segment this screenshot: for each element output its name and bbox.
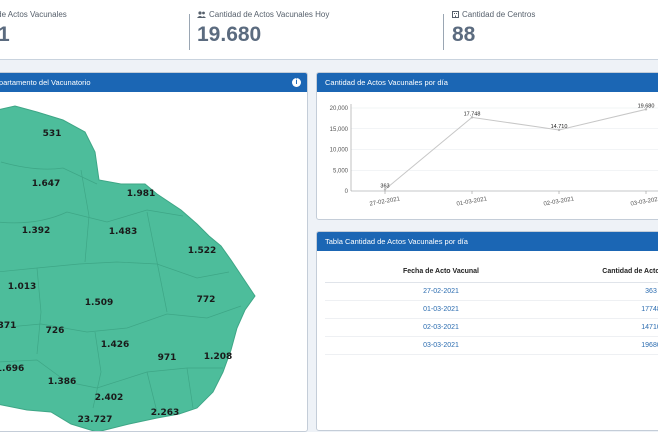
- building-icon: [452, 11, 459, 18]
- department-labels: 531 1.647 1.981 1.392 1.483 1.522 1.013 …: [0, 129, 232, 425]
- map-panel-title: Actos Vacunales por Departamento del Vac…: [0, 78, 91, 87]
- table-row[interactable]: 27-02-2021 363: [325, 282, 658, 301]
- data-point[interactable]: [383, 188, 387, 191]
- x-tick-label: 02-03-2021: [543, 196, 575, 207]
- dept-label: 2.402: [95, 393, 123, 403]
- stat-today: Cantidad de Actos Vacunales Hoy 19.680: [197, 10, 329, 52]
- table-row[interactable]: 03-03-202119680: [325, 336, 658, 355]
- dept-label: 371: [0, 321, 16, 331]
- col-header-count[interactable]: Cantidad de Actos Vacunales: [557, 262, 658, 283]
- stat-centers-label: Cantidad de Centros: [462, 10, 536, 19]
- dept-label: 2.263: [151, 408, 179, 418]
- line-chart-panel: Cantidad de Actos Vacunales por día 0 5,0…: [316, 72, 658, 220]
- stat-total: otal de Actos Vacunales 1: [0, 10, 67, 52]
- stat-total-label: otal de Actos Vacunales: [0, 10, 67, 19]
- cell-date: 01-03-2021: [325, 300, 557, 319]
- stat-centers-value: 88: [452, 23, 476, 46]
- stat-today-value: 19.680: [197, 23, 262, 46]
- stats-bar: otal de Actos Vacunales 1 Cantidad de Ac…: [0, 0, 658, 60]
- dept-label: 531: [43, 129, 62, 139]
- line-chart[interactable]: 0 5,000 10,000 15,000 20,000 363 27-02-2021 17.…: [317, 92, 658, 220]
- x-tick-label: 01-03-2021: [456, 196, 488, 207]
- cell-date: 02-03-2021: [325, 318, 557, 337]
- table-panel: Tabla Cantidad de Actos Vacunales por dí…: [316, 231, 658, 431]
- series-line: [384, 108, 647, 190]
- dept-label: 1.509: [85, 298, 113, 308]
- data-point[interactable]: [557, 128, 561, 132]
- y-tick-label: 15,000: [330, 127, 349, 133]
- point-label: 19.680: [638, 103, 655, 109]
- cell-count: 19680: [557, 336, 658, 355]
- uruguay-map[interactable]: [0, 92, 308, 432]
- y-tick-label: 0: [345, 189, 349, 195]
- dept-label: 1.522: [188, 246, 216, 256]
- stat-total-value: 1: [0, 23, 10, 46]
- dept-label: 1.696: [0, 364, 24, 374]
- x-tick-label: 03-03-2021: [630, 196, 658, 207]
- stat-divider: [189, 14, 190, 50]
- cell-count: 17748: [557, 300, 658, 319]
- line-chart-title: Cantidad de Actos Vacunales por día: [317, 73, 658, 92]
- point-label: 17.748: [464, 111, 481, 117]
- x-tick-label: 27-02-2021: [369, 196, 401, 207]
- table-header-row: Fecha de Acto Vacunal Cantidad de Actos …: [325, 262, 658, 283]
- dept-label: 1.386: [48, 377, 76, 387]
- cell-date: 27-02-2021: [325, 282, 557, 301]
- dept-label: 1.426: [101, 340, 129, 350]
- table-row[interactable]: 01-03-202117748: [325, 300, 658, 319]
- info-icon[interactable]: i: [292, 78, 301, 87]
- dept-label: 1.208: [204, 352, 232, 362]
- dept-label: 1.013: [8, 282, 36, 292]
- dept-label: 23.727: [78, 415, 113, 425]
- dept-label: 726: [46, 326, 65, 336]
- point-label: 363: [380, 183, 389, 189]
- y-tick-label: 5,000: [333, 168, 349, 174]
- dept-label: 772: [197, 295, 216, 305]
- y-tick-label: 10,000: [330, 148, 349, 154]
- col-header-date[interactable]: Fecha de Acto Vacunal: [325, 262, 557, 283]
- map-panel: Actos Vacunales por Departamento del Vac…: [0, 72, 308, 432]
- vaccination-table: Fecha de Acto Vacunal Cantidad de Actos …: [325, 262, 658, 355]
- users-icon: [197, 11, 206, 18]
- cell-date: 03-03-2021: [325, 336, 557, 355]
- dept-label: 1.483: [109, 227, 137, 237]
- stat-divider: [443, 14, 444, 50]
- data-point[interactable]: [470, 116, 474, 119]
- dept-label: 1.647: [32, 179, 60, 189]
- point-label: 14.710: [551, 124, 568, 130]
- department-borders: [0, 161, 242, 413]
- stat-centers: Cantidad de Centros 88: [452, 10, 535, 52]
- dept-label: 1.392: [22, 226, 50, 236]
- data-point[interactable]: [644, 108, 648, 111]
- cell-count: 363: [557, 282, 658, 301]
- dept-label: 971: [158, 353, 177, 363]
- table-panel-title: Tabla Cantidad de Actos Vacunales por dí…: [317, 232, 658, 251]
- y-tick-label: 20,000: [330, 106, 349, 112]
- dept-label: 1.981: [127, 189, 155, 199]
- stat-today-label: Cantidad de Actos Vacunales Hoy: [209, 10, 330, 19]
